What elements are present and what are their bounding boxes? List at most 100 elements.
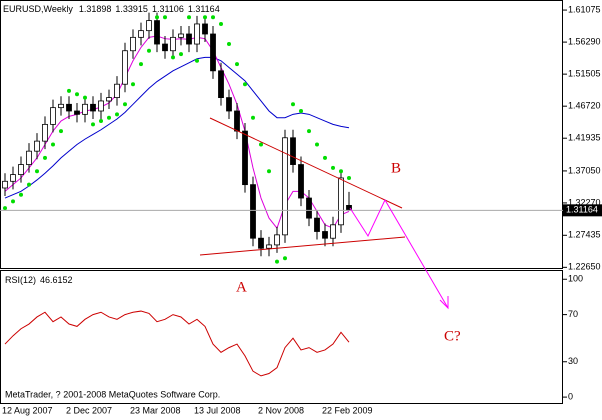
candle-body — [170, 36, 176, 52]
x-tick-label: 2 Dec 2007 — [66, 405, 112, 415]
sar-dot — [243, 82, 247, 87]
candle-body — [50, 107, 56, 125]
candle-body — [338, 177, 344, 226]
sar-dot — [75, 92, 79, 97]
sar-dot — [107, 115, 111, 120]
y-tick-label: 1.56290 — [568, 36, 601, 46]
x-tick-label: 13 Jul 2008 — [194, 405, 241, 415]
rsi-line — [4, 310, 350, 377]
candle-body — [234, 110, 240, 132]
sar-dot — [43, 155, 47, 160]
candle-body — [298, 164, 304, 199]
price-panel — [0, 0, 563, 269]
sar-dot — [3, 206, 7, 211]
sar-dot — [235, 62, 239, 67]
candle-body — [202, 23, 208, 35]
sar-dot — [339, 169, 343, 174]
sar-dot — [211, 15, 215, 20]
candle-body — [282, 137, 288, 236]
candle-body — [58, 103, 64, 109]
sar-dot — [187, 15, 191, 20]
sar-dot — [315, 142, 319, 147]
sar-dot — [131, 82, 135, 87]
price-label-bg — [563, 204, 602, 217]
candle-body — [322, 231, 328, 239]
sar-dot — [59, 129, 63, 134]
rsi-panel — [0, 270, 563, 404]
sar-dot — [323, 155, 327, 160]
candle-body — [10, 174, 16, 182]
price-header: EURUSD,Weekly 1.31898 1.33915 1.31106 1.3116… — [3, 4, 220, 14]
sar-dot — [123, 102, 127, 107]
arrow-head — [439, 296, 449, 310]
candle-body — [210, 33, 216, 72]
candle-body — [186, 33, 192, 45]
candle-body — [98, 100, 104, 112]
candle-body — [106, 97, 112, 102]
y-tick-label: 1.61075 — [568, 4, 601, 14]
sar-dot — [99, 119, 103, 124]
candle-body — [66, 103, 72, 112]
sar-dot — [139, 62, 143, 67]
sar-dot — [35, 169, 39, 174]
candle-body — [226, 97, 232, 112]
sar-dot — [51, 142, 55, 147]
candle-body — [162, 43, 168, 52]
candle-body — [306, 197, 312, 219]
sar-dot — [307, 129, 311, 134]
price-label: 1.31164 — [566, 205, 598, 215]
y-tick-label: 1.37050 — [568, 165, 601, 175]
candle-body — [154, 20, 160, 45]
y-tick-label: 0 — [568, 391, 573, 401]
sar-dot — [203, 15, 207, 20]
rsi-header: RSI(12) 46.6152 — [5, 275, 73, 285]
sar-dot — [163, 15, 167, 20]
y-tick-label: 1.32270 — [568, 197, 601, 207]
sar-dot — [27, 182, 31, 187]
candle-body — [138, 30, 144, 38]
footer: MetaTrader, ? 2001-2008 MetaQuotes Softw… — [5, 389, 220, 399]
sar-dot — [195, 58, 199, 63]
sar-dot — [147, 48, 151, 53]
sar-dot — [155, 15, 159, 20]
sar-dot — [259, 142, 263, 147]
x-tick-label: 23 Mar 2008 — [130, 405, 181, 415]
sar-dot — [83, 95, 87, 100]
sar-dot — [291, 102, 295, 107]
sar-dot — [275, 259, 279, 264]
candle-body — [90, 103, 96, 112]
moving-average — [4, 56, 350, 199]
candle-body — [218, 70, 224, 99]
candle-body — [330, 224, 336, 239]
projection — [349, 198, 449, 309]
trend-line — [209, 117, 403, 209]
moving-average — [4, 35, 350, 230]
candle-body — [314, 217, 320, 232]
y-tick-label: 1.22650 — [568, 262, 601, 272]
candle-body — [26, 150, 32, 165]
sar-dot — [179, 52, 183, 57]
sar-dot — [219, 21, 223, 26]
sar-dot — [115, 112, 119, 117]
candle-body — [290, 137, 296, 165]
candle-body — [178, 33, 184, 38]
candle-body — [74, 110, 80, 115]
sar-dot — [227, 42, 231, 47]
x-tick-label: 2 Nov 2008 — [258, 405, 304, 415]
candle-body — [122, 50, 128, 85]
sar-dot — [91, 122, 95, 127]
rsi-layer: 100 70 30 0 — [4, 274, 583, 401]
candle-body — [258, 237, 264, 249]
sar-dot — [67, 88, 71, 93]
sar-dot — [283, 256, 287, 261]
candle-body — [34, 140, 40, 152]
candle-body — [114, 83, 120, 99]
candle-body — [242, 130, 248, 186]
sar-dot — [171, 55, 175, 60]
candle-body — [266, 244, 272, 249]
candle-body — [18, 164, 24, 176]
x-tick-label: 12 Aug 2007 — [2, 405, 53, 415]
sar-dot — [19, 192, 23, 197]
